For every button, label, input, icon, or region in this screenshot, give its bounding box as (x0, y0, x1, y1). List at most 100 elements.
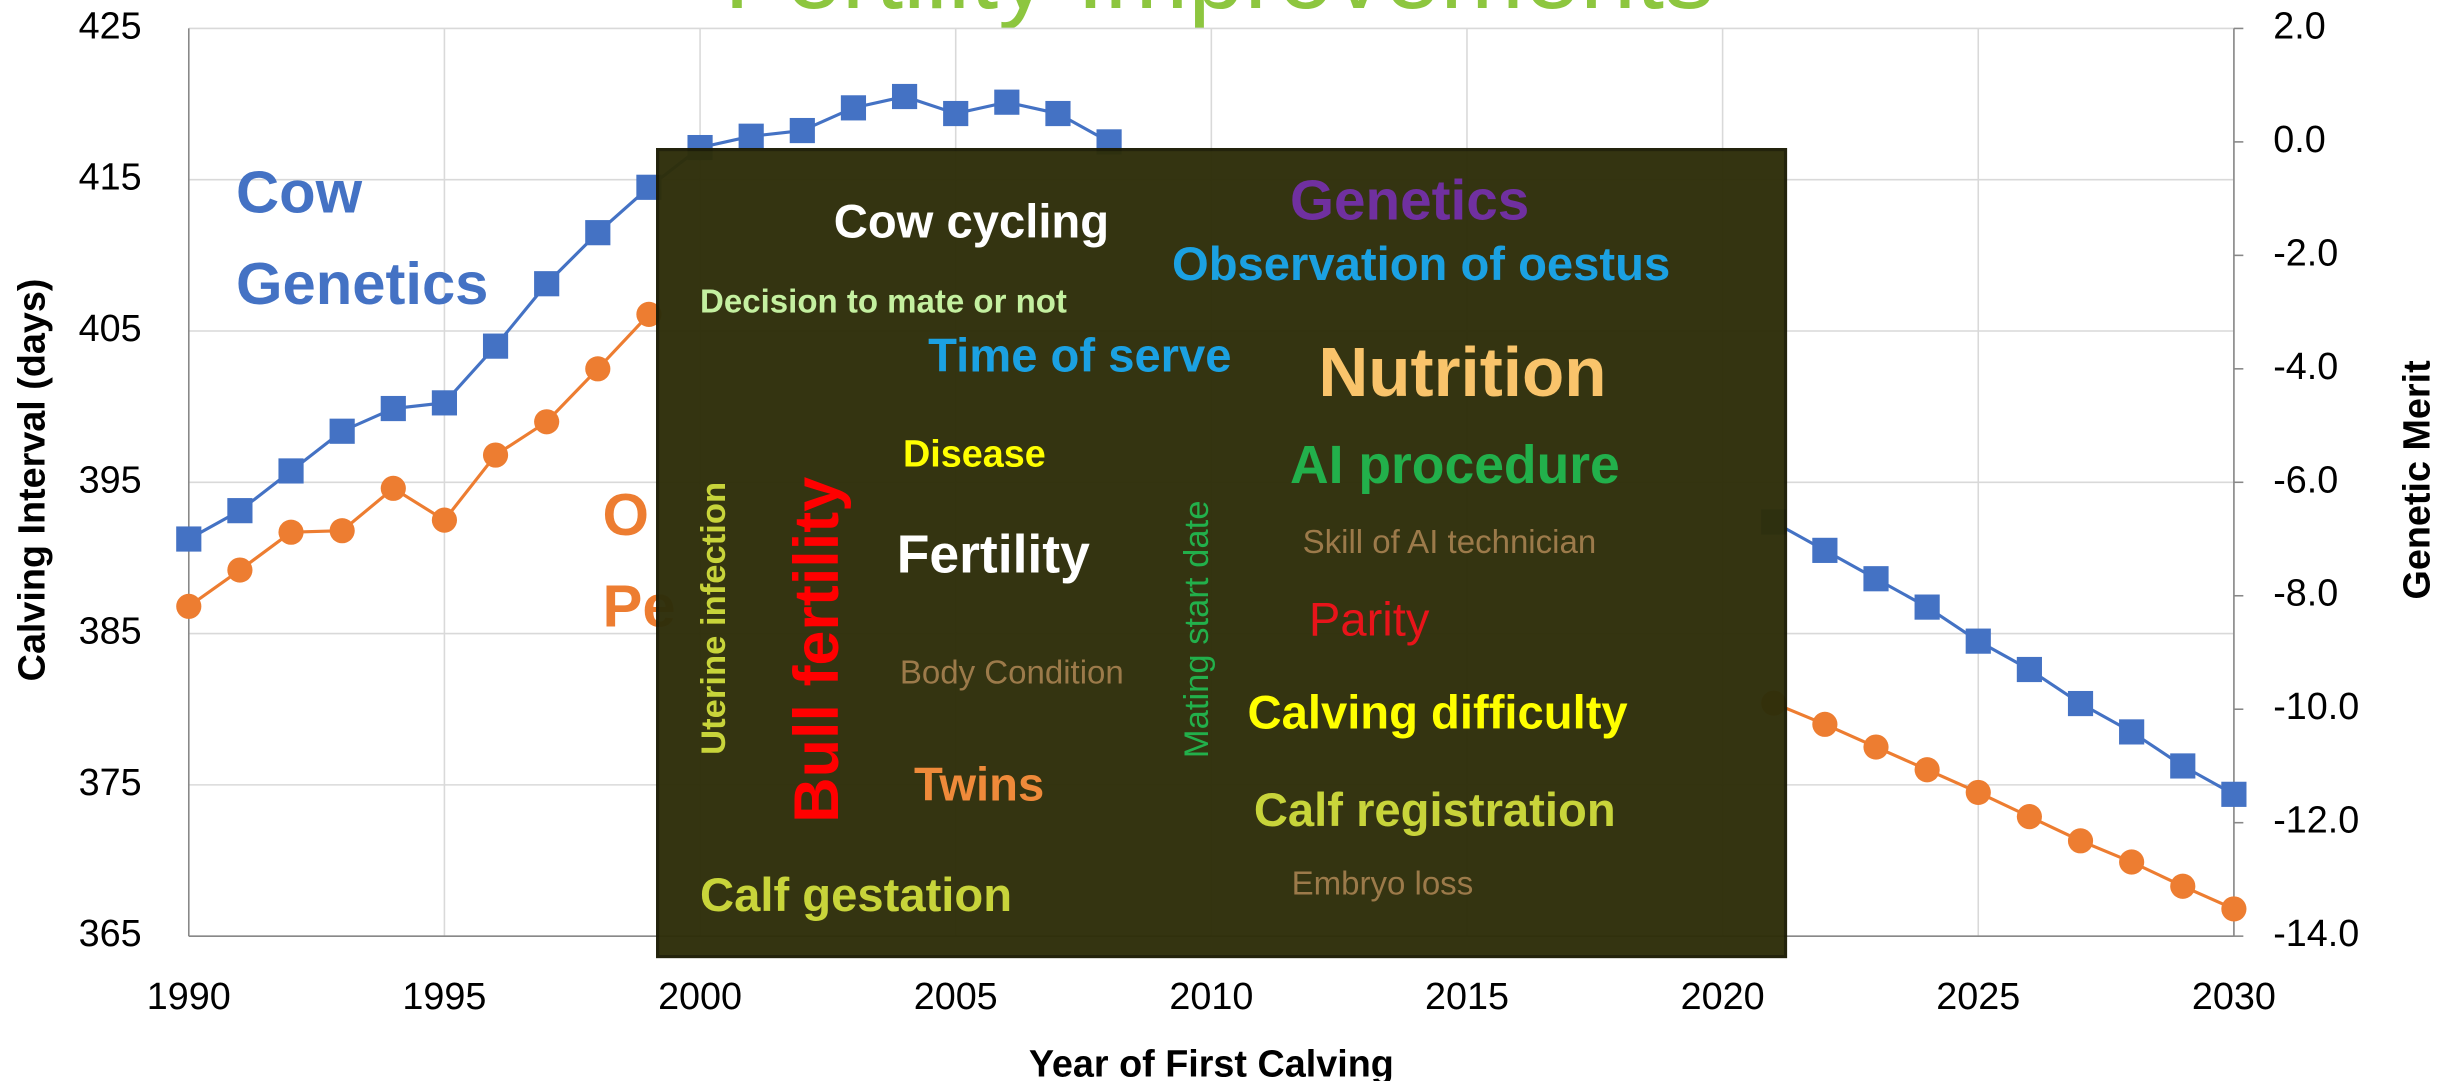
point (840, 95, 867, 121)
x-tick-label: 2010 (1169, 975, 1253, 1017)
x-axis-label: Year of First Calving (1029, 1043, 1394, 1081)
word: Cow cycling (834, 196, 1109, 249)
point (278, 519, 304, 545)
word: Calf registration (1254, 784, 1616, 837)
point (738, 123, 764, 149)
y-tick-label: 395 (79, 458, 142, 500)
word: Nutrition (1318, 333, 1606, 411)
y2-tick-label: -6.0 (2273, 458, 2338, 500)
series-annotation: Cow (236, 159, 363, 226)
y2-tick-label: -12.0 (2273, 799, 2359, 841)
point (380, 475, 406, 501)
y2-tick-label: -14.0 (2273, 912, 2359, 954)
point (329, 518, 355, 544)
word: Fertility (897, 526, 1090, 585)
point (1863, 566, 1889, 592)
point (1914, 594, 1940, 620)
point (789, 117, 815, 144)
point (585, 356, 611, 382)
point (2170, 873, 2196, 899)
point (431, 390, 458, 416)
point (2067, 828, 2094, 854)
point (1914, 757, 1940, 783)
point (1812, 537, 1838, 563)
point (891, 83, 918, 110)
point (1812, 711, 1838, 737)
y-tick-label: 405 (79, 307, 142, 349)
word: Calf gestation (700, 869, 1012, 922)
y2-tick-label: -8.0 (2273, 572, 2338, 614)
series-line (187, 313, 2235, 911)
point (1863, 734, 1889, 760)
x-tick-label: 2015 (1425, 975, 1509, 1017)
point (2016, 656, 2042, 683)
word: Time of serve (928, 329, 1231, 382)
word: Calving difficulty (1248, 686, 1628, 739)
point (2016, 804, 2042, 830)
y-axis-label: Calving Interval (days) (11, 279, 53, 682)
y2-tick-label: 0.0 (2273, 118, 2325, 160)
word: Bull fertility (782, 477, 852, 823)
x-tick-label: 1990 (147, 975, 231, 1017)
point (227, 557, 253, 583)
series-annotation: Genetics (236, 250, 488, 317)
point (2119, 849, 2145, 875)
series-annotation: O (603, 481, 650, 548)
word: Body Condition (900, 654, 1124, 691)
x-tick-label: 2000 (658, 975, 742, 1017)
point (176, 593, 202, 619)
point (278, 458, 304, 484)
point (1965, 628, 1991, 654)
point (636, 301, 662, 327)
y-tick-label: 365 (79, 912, 142, 954)
y2-tick-label: -10.0 (2273, 685, 2359, 727)
point (482, 442, 509, 468)
point (482, 333, 509, 359)
y2-axis-label: Genetic Merit (2396, 360, 2438, 600)
x-tick-label: 2005 (914, 975, 998, 1017)
x-tick-label: 1995 (402, 975, 486, 1017)
point (2170, 753, 2196, 779)
point (943, 100, 969, 127)
word: Skill of AI technician (1303, 523, 1597, 560)
point (227, 498, 253, 524)
word: Genetics (1290, 170, 1529, 233)
point (380, 395, 406, 422)
word: Parity (1309, 594, 1430, 647)
y2-tick-label: 2.0 (2273, 4, 2325, 46)
point (431, 507, 458, 533)
point (534, 271, 560, 297)
point (2221, 781, 2247, 807)
word: Embryo loss (1292, 865, 1474, 902)
y-tick-label: 375 (79, 761, 142, 803)
y-tick-label: 385 (79, 610, 142, 652)
word: Twins (914, 759, 1044, 812)
y2-tick-label: -4.0 (2273, 345, 2338, 387)
point (176, 526, 202, 552)
word: Mating start date (1178, 501, 1216, 759)
x-tick-label: 2025 (1936, 975, 2020, 1017)
point (534, 409, 560, 435)
x-tick-label: 2020 (1681, 975, 1765, 1017)
point (329, 418, 355, 444)
x-tick-label: 2030 (2192, 975, 2276, 1017)
point (2221, 896, 2247, 922)
word: AI procedure (1290, 436, 1620, 495)
y-tick-label: 415 (79, 156, 142, 198)
chart-title: Fertility Improvements (724, 0, 1714, 30)
point (585, 220, 611, 246)
point (994, 89, 1020, 115)
point (1045, 100, 1071, 127)
y-tick-label: 425 (79, 4, 142, 46)
word: Decision to mate or not (700, 282, 1067, 319)
y2-tick-label: -2.0 (2273, 231, 2338, 273)
point (1965, 779, 1991, 806)
word: Disease (903, 432, 1046, 474)
point (2119, 719, 2145, 745)
word-cloud-panel (656, 147, 1788, 959)
point (2067, 690, 2094, 717)
word: Observation of oestus (1172, 238, 1670, 291)
word: Uterine infection (695, 482, 733, 755)
